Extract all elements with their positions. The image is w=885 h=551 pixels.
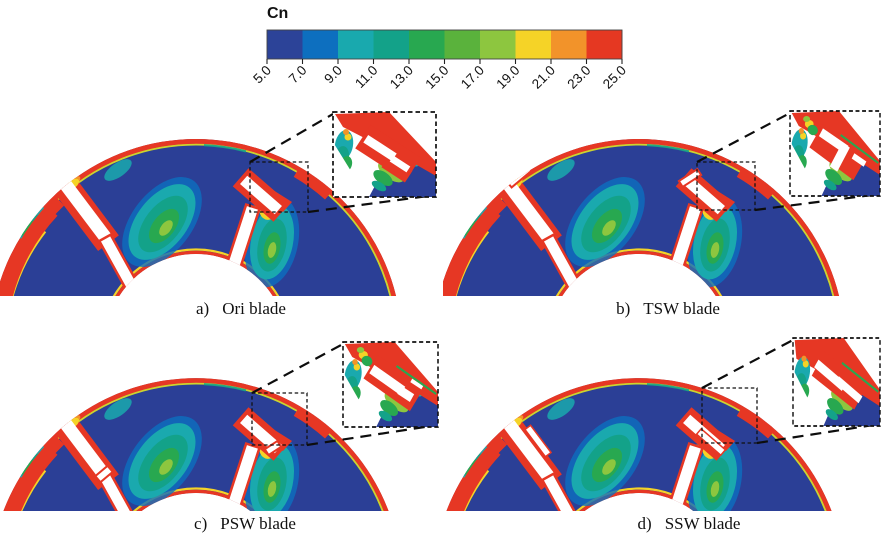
blade-slot-left (54, 173, 114, 245)
colorbar-tick-label: 11.0 (352, 63, 380, 91)
inset-zoom-box (332, 111, 437, 198)
contour-band (0, 138, 397, 296)
colorbar-tick-label: 21.0 (529, 63, 558, 92)
colorbar-cell (551, 30, 587, 59)
wake-plume-middle (104, 159, 202, 267)
contour-band (443, 138, 840, 296)
blade-slot-right (240, 175, 282, 215)
inset-zoom-box (792, 337, 881, 427)
caption-text: Ori blade (222, 299, 286, 318)
roi-rect (251, 392, 308, 446)
roi-rect (696, 161, 756, 211)
wake-plume-right (687, 196, 743, 288)
roi-rect (249, 161, 309, 213)
colorbar: Cn 5.0 7.0 9.0 11.0 13.0 15.0 17.0 19.0 21.0 23.0 2… (230, 0, 660, 104)
colorbar-tick-label: 25.0 (600, 63, 629, 92)
colorbar-cell (373, 30, 410, 59)
caption-text: PSW blade (220, 514, 296, 533)
colorbar-tick-label: 19.0 (493, 63, 522, 92)
caption-index: d) (637, 514, 652, 533)
caption-index: c) (194, 514, 208, 533)
caption-ssw: d) SSW blade (443, 514, 885, 534)
contour-plot-ori (0, 111, 437, 296)
wake-plume-right (244, 196, 300, 288)
caption-text: SSW blade (664, 514, 741, 533)
contour-band (3, 378, 389, 511)
colorbar-tick-label: 17.0 (458, 63, 487, 92)
inset-connector-line (249, 113, 334, 163)
colorbar-tick-label: 13.0 (387, 63, 416, 92)
wake-plume-middle (104, 398, 202, 506)
colorbar-cell (338, 30, 374, 59)
inset-connector-line (307, 193, 437, 214)
panel-tsw-blade: b) TSW blade (443, 110, 885, 319)
inset-connector-line (306, 423, 439, 447)
blade-slot-left (497, 412, 557, 484)
inset-connector-line (701, 339, 794, 389)
colorbar-tick-label: 7.0 (286, 63, 310, 87)
roi-rect (701, 387, 758, 444)
panel-ssw-blade: d) SSW blade (443, 325, 885, 534)
colorbar-cell (409, 30, 445, 59)
wake-plume-middle (547, 159, 645, 267)
colorbar-cell (444, 30, 481, 59)
panel-ori-blade: a) Ori blade (0, 110, 442, 319)
colorbar-cell (480, 30, 516, 59)
colorbar-cell (586, 30, 623, 59)
caption-index: a) (196, 299, 210, 318)
inset-connector-line (696, 112, 791, 163)
inset-connector-line (756, 422, 881, 445)
inset-zoom-box (789, 110, 881, 197)
inset-zoom-box (342, 341, 439, 428)
caption-index: b) (616, 299, 631, 318)
blade-slot-left (54, 412, 114, 484)
blade-slot-left (497, 173, 557, 245)
wake-plume-right (687, 435, 743, 511)
colorbar-cell (302, 30, 339, 59)
colorbar-tick-label: 23.0 (564, 63, 593, 92)
caption-tsw: b) TSW blade (443, 299, 885, 319)
blade-slot-right (683, 175, 725, 215)
caption-ori: a) Ori blade (0, 299, 442, 319)
contour-band (446, 378, 832, 511)
caption-psw: c) PSW blade (0, 514, 442, 534)
contour-plot-psw (3, 341, 439, 511)
colorbar-tick-label: 5.0 (250, 63, 274, 87)
contour-plot-ssw (446, 337, 881, 511)
colorbar-tick-label: 15.0 (422, 63, 451, 92)
colorbar-cell (515, 30, 552, 59)
colorbar-tick-label: 9.0 (321, 63, 345, 87)
wake-plume-middle (547, 398, 645, 506)
inset-connector-line (251, 343, 344, 394)
colorbar-title: Cn (267, 5, 288, 22)
colorbar-cell (267, 30, 303, 59)
wake-plume-right (244, 435, 300, 511)
caption-text: TSW blade (643, 299, 720, 318)
colorbar-svg: Cn 5.0 7.0 9.0 11.0 13.0 15.0 17.0 19.0 21.0 23.0 2… (250, 5, 629, 92)
contour-plot-tsw (443, 110, 881, 296)
panel-psw-blade: c) PSW blade (0, 325, 442, 534)
inset-connector-line (754, 192, 881, 212)
